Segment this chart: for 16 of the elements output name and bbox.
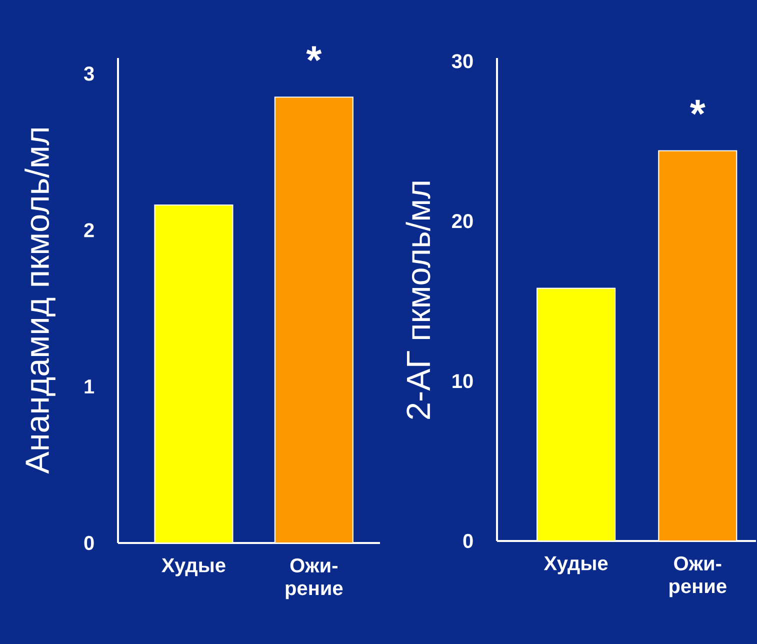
annotation: * <box>690 100 706 115</box>
x-tick-label: Ожи-рение <box>286 558 343 600</box>
y-axis-title: 2-АГ пкмоль/мл <box>406 182 430 419</box>
y-tick-label: 0 <box>84 536 94 550</box>
y-tick-label: 20 <box>452 214 473 228</box>
x-tick-label: Худые <box>544 556 608 574</box>
x-tick-label: Худые <box>162 558 226 576</box>
y-tick-label: 0 <box>463 534 473 548</box>
y-tick-label: 1 <box>84 380 94 394</box>
y-axis-title: Анандамид пкмоль/мл <box>24 128 56 474</box>
x-tick-label: Ожи-рение <box>670 556 726 598</box>
y-tick-label: 10 <box>452 374 473 388</box>
annotation: * <box>306 46 322 62</box>
y-tick-label: 30 <box>452 54 473 68</box>
y-tick-label: 2 <box>84 223 94 238</box>
y-tick-label: 3 <box>84 66 94 81</box>
